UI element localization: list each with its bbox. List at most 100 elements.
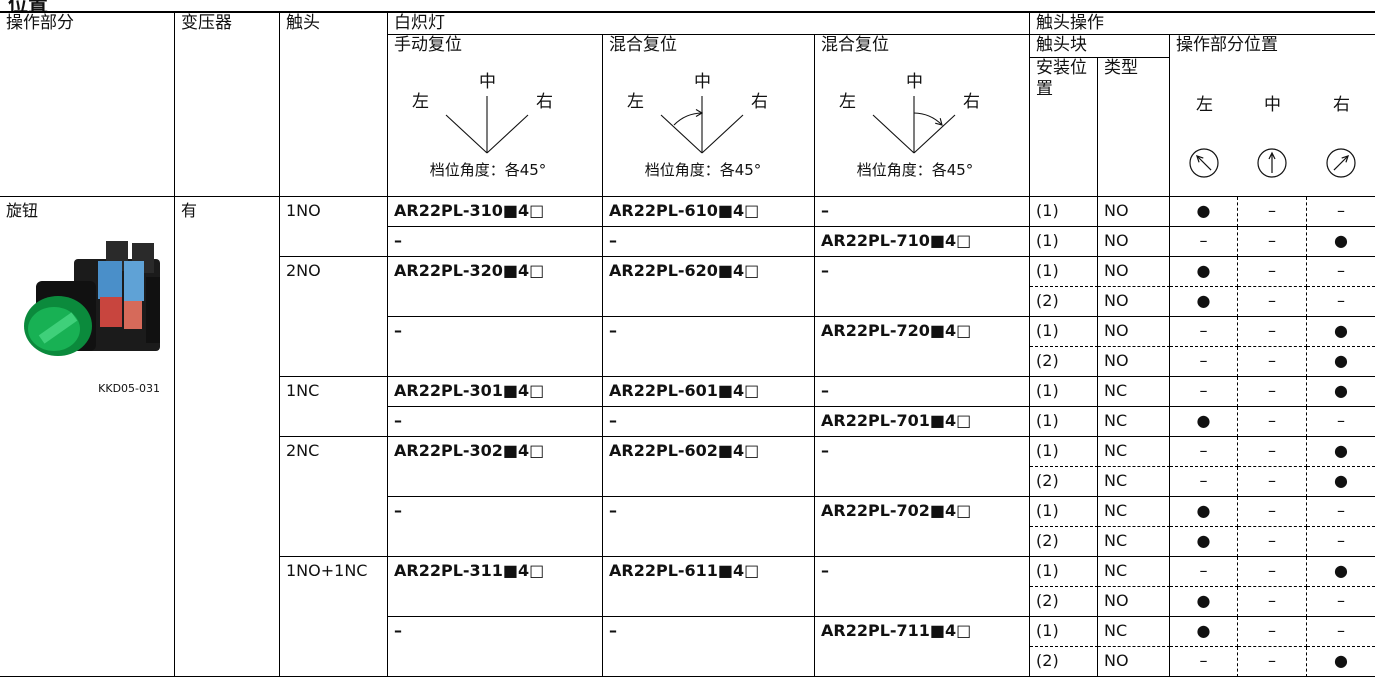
mode-label: 右: [536, 92, 553, 112]
model-code: AR22PL-710■4□: [815, 227, 1031, 257]
model-code: –: [815, 257, 1031, 317]
model-code: –: [603, 407, 815, 437]
model-code: AR22PL-602■4□: [603, 437, 815, 497]
title-bar: 位置: [0, 0, 1375, 11]
position-mark: –: [1307, 527, 1375, 557]
header-cell: 类型: [1098, 58, 1171, 197]
model-code: –: [815, 197, 1031, 227]
data-row: – – AR22PL-702■4□ (1) NC ● – –: [0, 497, 1375, 557]
data-row: (2) NO ● – –: [0, 587, 1375, 617]
mode-name: 混合复位: [603, 35, 815, 58]
angle-diagram: [872, 96, 956, 154]
mode-label: 中: [479, 72, 496, 92]
model-code: AR22PL-310■4□: [388, 197, 603, 227]
block-cell: NC: [1098, 557, 1171, 587]
model-code: AR22PL-301■4□: [388, 377, 603, 407]
model-code: AR22PL-311■4□: [388, 557, 603, 617]
data-row: (2) NC – – ●: [0, 467, 1375, 497]
position-mark: –: [1238, 317, 1308, 347]
mode-diagram: 中左 右档位角度：各45°: [815, 58, 1031, 197]
position-label: 中: [1264, 95, 1282, 115]
model-code: –: [603, 227, 815, 257]
position-icons: [1189, 148, 1356, 178]
model-code: –: [388, 617, 603, 677]
position-mark: –: [1170, 647, 1239, 677]
position-label: 右: [1333, 95, 1351, 115]
data-row: 1NC AR22PL-301■4□ AR22PL-601■4□ – (1) NC – – ●: [0, 377, 1375, 437]
block-cell: (1): [1030, 617, 1099, 647]
block-cell: (2): [1030, 587, 1099, 617]
header-row: 操作部分 变压器 触头 白炽灯 触头操作: [0, 13, 1375, 197]
data-row: (2) NO ● – –: [0, 287, 1375, 317]
position-mark: –: [1238, 467, 1308, 497]
position-mark: –: [1307, 257, 1375, 287]
position-mark: –: [1238, 257, 1308, 287]
position-mark: ●: [1307, 437, 1375, 467]
block-cell: NO: [1098, 347, 1171, 377]
block-cell: NO: [1098, 227, 1171, 257]
position-mark: –: [1307, 617, 1375, 647]
angle-note: 档位角度：各45°: [429, 161, 547, 179]
position-mark: –: [1238, 557, 1308, 587]
block-cell: NO: [1098, 647, 1171, 677]
position-mark: ●: [1170, 287, 1239, 317]
position-mark: ●: [1170, 497, 1239, 527]
block-cell: (1): [1030, 197, 1099, 227]
block-cell: NO: [1098, 587, 1171, 617]
position-mark: –: [1307, 287, 1375, 317]
block-cell: NC: [1098, 527, 1171, 557]
block-cell: NO: [1098, 257, 1171, 287]
data-row: – – AR22PL-720■4□ (1) NO – – ●: [0, 317, 1375, 377]
model-code: AR22PL-702■4□: [815, 497, 1031, 557]
position-mark: –: [1170, 227, 1239, 257]
header-row: 中左右档位角度：各45° 中左右档位角度：各45° 中左右档位角度：各45° 安装位置…: [0, 58, 1375, 197]
position-mark: ●: [1307, 467, 1375, 497]
block-cell: NC: [1098, 377, 1171, 407]
model-code: AR22PL-302■4□: [388, 437, 603, 497]
header-cell: 触头操作: [1030, 13, 1375, 35]
angle-diagram: [445, 96, 529, 154]
operation-cell: 旋钮 KKD05-031: [0, 197, 175, 677]
mode-diagram: 中左 右档位角度：各45°: [603, 58, 815, 197]
position-mark: ●: [1307, 317, 1375, 347]
data-row: 2NO AR22PL-320■4□ AR22PL-620■4□ – (1) NO ● – –: [0, 257, 1375, 377]
block-cell: (1): [1030, 377, 1099, 407]
block-cell: (1): [1030, 317, 1099, 347]
mode-label: 左: [412, 92, 429, 112]
position-mark: –: [1238, 287, 1308, 317]
position-mark: –: [1238, 497, 1308, 527]
model-code: –: [603, 317, 815, 377]
contact-cell: 2NC: [280, 437, 388, 557]
header-text: 操作部分位置: [1176, 35, 1279, 55]
position-mark: ●: [1307, 557, 1375, 587]
position-mark: ●: [1170, 257, 1239, 287]
block-cell: NO: [1098, 287, 1171, 317]
angle-diagram: [660, 96, 744, 154]
data-row: – – AR22PL-701■4□ (1) NC ● – –: [0, 407, 1375, 437]
header-row: 手动复位 混合复位 混合复位 触头块 操作部分位置左中右: [0, 35, 1375, 197]
position-mark: –: [1170, 377, 1239, 407]
position-mark: ●: [1170, 407, 1239, 437]
position-mark: ●: [1170, 617, 1239, 647]
block-cell: (1): [1030, 557, 1099, 587]
model-code: AR22PL-720■4□: [815, 317, 1031, 377]
block-cell: (2): [1030, 347, 1099, 377]
model-code: –: [388, 407, 603, 437]
block-cell: (2): [1030, 647, 1099, 677]
header-cell: 操作部分: [0, 13, 175, 197]
block-cell: (1): [1030, 497, 1099, 527]
header-cell: 触头块: [1030, 35, 1171, 58]
block-cell: (1): [1030, 257, 1099, 287]
block-cell: NC: [1098, 617, 1171, 647]
contact-cell: 2NO: [280, 257, 388, 377]
position-mark: –: [1170, 437, 1239, 467]
position-mark: –: [1170, 317, 1239, 347]
position-label: 左: [1196, 95, 1214, 115]
header-cell: 触头: [280, 13, 388, 197]
model-code: AR22PL-711■4□: [815, 617, 1031, 677]
position-mark: –: [1238, 617, 1308, 647]
model-code: AR22PL-610■4□: [603, 197, 815, 227]
position-mark: –: [1238, 347, 1308, 377]
position-mark: ●: [1307, 647, 1375, 677]
